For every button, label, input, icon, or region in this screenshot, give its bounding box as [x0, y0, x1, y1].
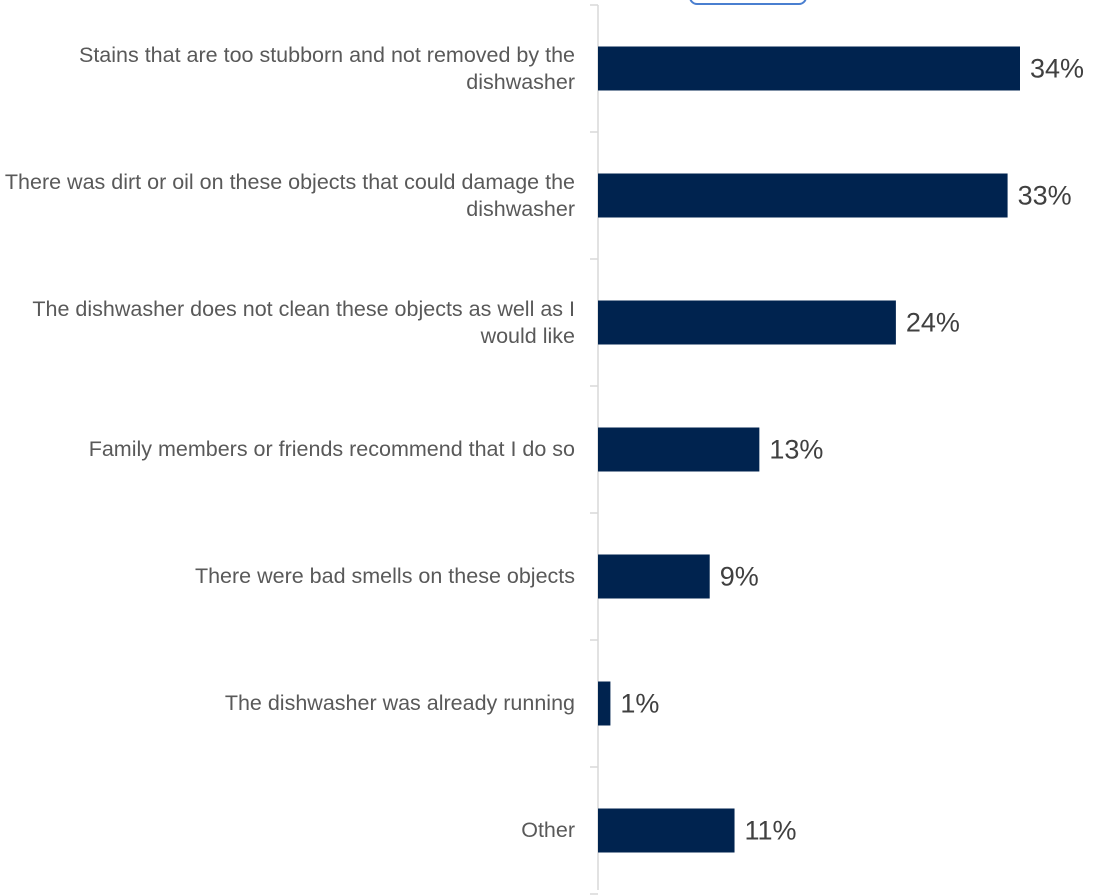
bar: [598, 554, 710, 599]
category-label: Family members or friends recommend that…: [88, 437, 575, 461]
bar: [598, 173, 1008, 218]
bar: [598, 808, 735, 853]
value-label: 11%: [745, 816, 797, 846]
value-label: 24%: [906, 308, 960, 338]
category-label: The dishwasher was already running: [224, 691, 575, 715]
bar: [598, 300, 896, 345]
bar: [598, 681, 611, 726]
category-label: Other: [521, 818, 575, 842]
value-label: 1%: [620, 689, 659, 719]
category-label: There was dirt or oil on these objects t…: [4, 169, 575, 221]
value-label: 33%: [1018, 181, 1072, 211]
value-label: 34%: [1030, 54, 1084, 84]
bar: [598, 46, 1020, 91]
value-label: 9%: [720, 562, 759, 592]
category-label: The dishwasher does not clean these obje…: [32, 296, 575, 348]
category-label: There were bad smells on these objects: [194, 564, 575, 588]
bar: [598, 427, 760, 472]
value-label: 13%: [769, 435, 823, 465]
top-button: [689, 0, 807, 5]
category-label: Stains that are too stubborn and not rem…: [78, 42, 575, 94]
